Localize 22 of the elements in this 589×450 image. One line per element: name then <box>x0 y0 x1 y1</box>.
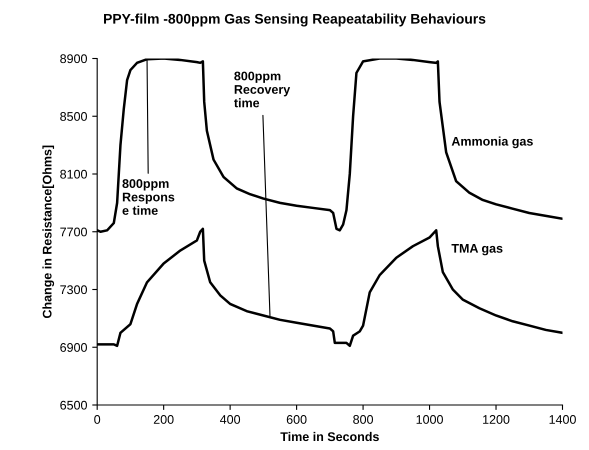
y-tick-label: 6900 <box>60 343 87 352</box>
x-tick-label: 200 <box>154 415 174 424</box>
x-tick-label: 1200 <box>483 415 510 424</box>
x-tick-label: 1400 <box>550 415 576 424</box>
x-tick-label: 400 <box>220 415 240 424</box>
x-tick-label: 800 <box>353 415 374 424</box>
x-tick-label: 600 <box>286 415 307 424</box>
annotation: 800ppm Recovery time <box>234 72 290 108</box>
y-tick-label: 7700 <box>60 228 87 236</box>
x-tick-label: 0 <box>94 415 100 424</box>
y-tick-label: 8100 <box>60 170 87 179</box>
x-tick-label: 1000 <box>416 415 443 424</box>
series-label: Ammonia gas <box>452 136 533 148</box>
chart-title: PPY-film -800ppm Gas Sensing Reapeatability Behaviours <box>104 14 486 27</box>
annotation: 800ppm Respons e time <box>122 179 174 215</box>
x-axis-title: Time in Seconds <box>280 432 379 442</box>
y-axis-title: Change in Resistance[Ohms] <box>42 146 54 318</box>
y-tick-label: 6500 <box>60 400 87 410</box>
y-tick-label: 8900 <box>60 54 87 64</box>
y-tick-label: 8500 <box>60 112 87 121</box>
y-tick-label: 7300 <box>60 285 87 294</box>
series-label: TMA gas <box>452 244 502 256</box>
